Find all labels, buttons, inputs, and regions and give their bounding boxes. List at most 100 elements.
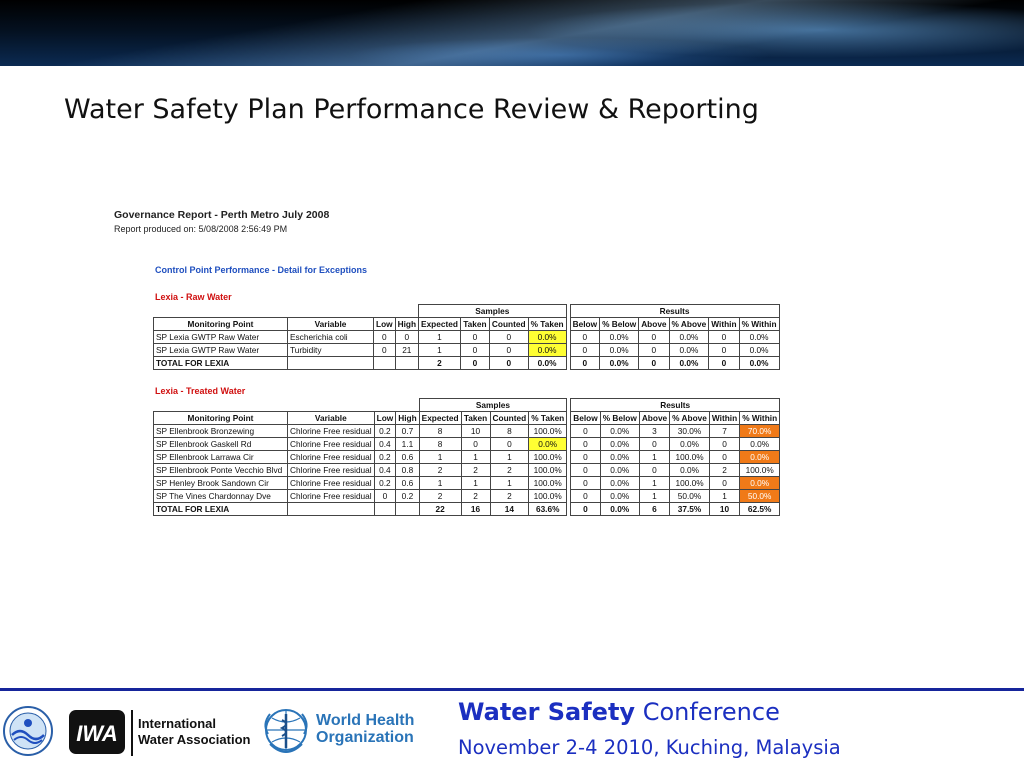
low-cell: 0.2: [373, 476, 397, 490]
below-cell: 0: [570, 463, 601, 477]
samples-header: Samples: [418, 304, 567, 318]
total-pct-above-cell: 0.0%: [668, 356, 710, 370]
pct-below-cell: 0.0%: [599, 489, 640, 503]
within-cell: 2: [708, 463, 741, 477]
group-heading-raw-water: Lexia - Raw Water: [155, 292, 232, 302]
within-cell: 1: [708, 489, 741, 503]
above-cell: 1: [638, 450, 671, 464]
pct-taken-cell: 100.0%: [528, 424, 568, 438]
governance-report-image: Governance Report - Perth Metro July 200…: [114, 208, 794, 528]
low-cell: 0.2: [373, 424, 397, 438]
conference-name: Water Safety Conference: [458, 698, 780, 726]
table-row: SP Ellenbrook Bronzewing Chlorine Free re…: [153, 424, 781, 438]
report-section-heading: Control Point Performance - Detail for E…: [155, 265, 368, 275]
banner-light-streak: [0, 0, 1024, 66]
monitoring-point-cell: SP The Vines Chardonnay Dve: [153, 489, 288, 503]
below-cell: 0: [569, 343, 601, 357]
conference-name-bold: Water Safety: [458, 698, 636, 726]
column-header-counted: Counted: [489, 411, 530, 425]
expected-cell: 8: [418, 437, 462, 451]
pct-above-cell: 50.0%: [669, 489, 710, 503]
column-gap: [565, 304, 571, 318]
report-produced-date: Report produced on: 5/08/2008 2:56:49 PM: [114, 224, 288, 234]
column-header-pct-taken: % Taken: [527, 317, 567, 331]
empty-header-cell: [395, 305, 418, 318]
pct-within-cell: 50.0%: [739, 489, 781, 503]
pct-within-cell: 0.0%: [739, 476, 781, 490]
expected-cell: 1: [418, 476, 462, 490]
table-header-group-row: Samples Results: [154, 398, 781, 412]
above-cell: 0: [638, 437, 671, 451]
total-pct-above-cell: 37.5%: [669, 502, 710, 516]
monitoring-point-cell: SP Ellenbrook Larrawa Cir: [153, 450, 288, 464]
expected-cell: 1: [418, 343, 461, 357]
iwa-name-line1: International: [138, 716, 217, 731]
high-cell: 0.2: [395, 489, 420, 503]
expected-cell: 2: [418, 489, 462, 503]
column-header-pct-taken: % Taken: [528, 411, 568, 425]
total-pct-below-cell: 0.0%: [599, 502, 640, 516]
taken-cell: 0: [459, 343, 490, 357]
malaysia-water-association-logo: [3, 706, 53, 756]
iwa-name: International Water Association: [138, 716, 250, 748]
below-cell: 0: [570, 424, 601, 438]
total-label-cell: TOTAL FOR LEXIA: [153, 502, 288, 516]
above-cell: 0: [638, 343, 670, 357]
empty-total-cell: [287, 356, 374, 370]
pct-above-cell: 100.0%: [669, 450, 710, 464]
low-cell: 0: [373, 343, 396, 357]
pct-above-cell: 100.0%: [669, 476, 710, 490]
above-cell: 3: [638, 424, 671, 438]
results-header: Results: [569, 304, 780, 318]
column-gap: [566, 398, 572, 412]
column-header-low: Low: [373, 317, 396, 331]
empty-header-cell: [396, 399, 419, 412]
above-cell: 0: [638, 463, 671, 477]
total-pct-taken-cell: 63.6%: [528, 502, 568, 516]
total-taken-cell: 0: [459, 356, 490, 370]
total-taken-cell: 16: [460, 502, 491, 516]
monitoring-point-cell: SP Ellenbrook Bronzewing: [153, 424, 288, 438]
column-header-expected: Expected: [418, 317, 461, 331]
pct-within-cell: 0.0%: [739, 437, 781, 451]
table-row: SP Henley Brook Sandown Cir Chlorine Free…: [153, 476, 781, 490]
table-row: SP Lexia GWTP Raw Water Escherichia coli 0…: [153, 330, 780, 344]
pct-within-cell: 0.0%: [739, 450, 781, 464]
expected-cell: 1: [418, 450, 462, 464]
total-counted-cell: 0: [488, 356, 529, 370]
variable-cell: Escherichia coli: [287, 330, 374, 344]
low-cell: 0.4: [373, 437, 397, 451]
empty-header-cell: [154, 399, 288, 412]
pct-within-cell: 0.0%: [738, 330, 780, 344]
within-cell: 7: [708, 424, 741, 438]
variable-cell: Chlorine Free residual: [287, 437, 375, 451]
pct-taken-cell: 100.0%: [528, 463, 568, 477]
pct-below-cell: 0.0%: [599, 424, 640, 438]
svg-text:IWA: IWA: [76, 721, 118, 746]
counted-cell: 2: [489, 463, 530, 477]
pct-above-cell: 0.0%: [669, 437, 710, 451]
pct-below-cell: 0.0%: [599, 330, 640, 344]
below-cell: 0: [570, 489, 601, 503]
pct-above-cell: 0.0%: [668, 343, 710, 357]
who-name: World Health Organization: [316, 712, 414, 746]
table-total-row: TOTAL FOR LEXIA 22 16 14 63.6% 0 0.0% 6 37.5% 10 6…: [153, 502, 781, 516]
total-above-cell: 6: [638, 502, 671, 516]
total-below-cell: 0: [569, 356, 601, 370]
pct-within-cell: 0.0%: [738, 343, 780, 357]
table-row: SP Lexia GWTP Raw Water Turbidity 0 21 1 0 0 0.…: [153, 343, 780, 357]
high-cell: 21: [394, 343, 420, 357]
variable-cell: Chlorine Free residual: [287, 450, 375, 464]
conference-date: November 2-4 2010, Kuching, Malaysia: [458, 736, 841, 759]
total-below-cell: 0: [570, 502, 601, 516]
pct-above-cell: 0.0%: [668, 330, 710, 344]
conference-name-rest: Conference: [635, 698, 780, 726]
column-header-below: Below: [570, 411, 601, 425]
monitoring-point-cell: SP Ellenbrook Gaskell Rd: [153, 437, 288, 451]
variable-cell: Chlorine Free residual: [287, 476, 375, 490]
pct-below-cell: 0.0%: [599, 343, 640, 357]
column-header-counted: Counted: [488, 317, 529, 331]
table-header-group-row: Samples Results: [154, 304, 780, 318]
pct-below-cell: 0.0%: [599, 437, 640, 451]
expected-cell: 2: [418, 463, 462, 477]
